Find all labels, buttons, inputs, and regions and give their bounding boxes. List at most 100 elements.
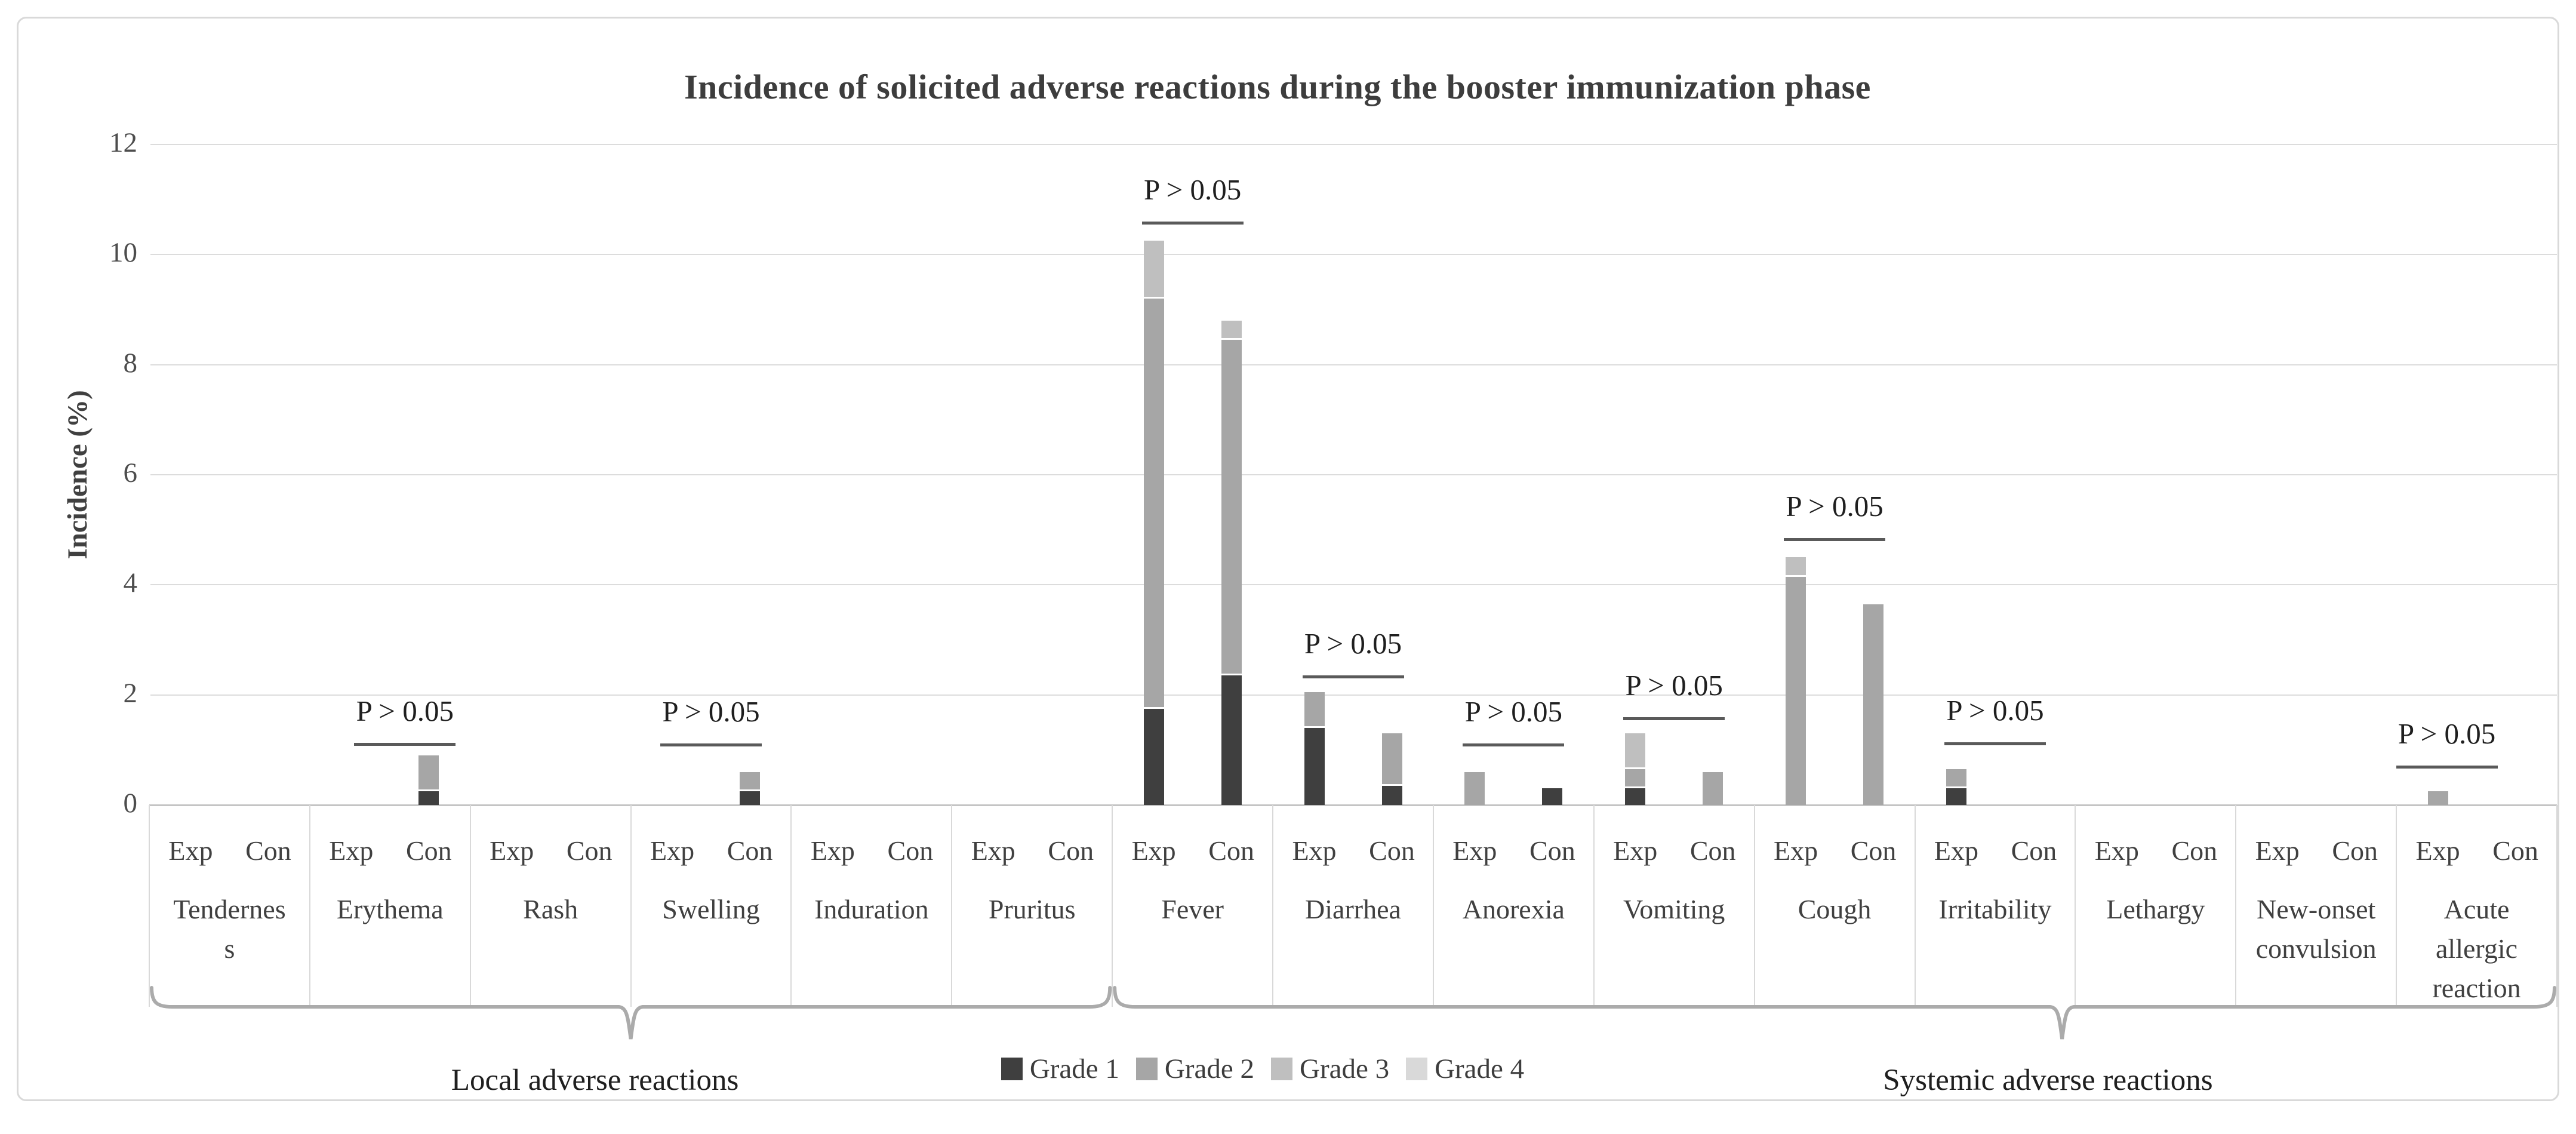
p-value-underline	[1463, 743, 1565, 746]
pair-label-exp: Exp	[168, 835, 213, 866]
bar-segment-grade-1	[1946, 788, 1966, 805]
pair-label-exp: Exp	[2255, 835, 2300, 866]
p-value-label: P > 0.05	[2398, 717, 2496, 750]
pair-label-con: Con	[1208, 835, 1254, 866]
category-label: Diarrhea	[1305, 894, 1401, 924]
gridline	[150, 474, 2557, 475]
y-tick-label: 6	[123, 457, 138, 488]
pair-label-con: Con	[1529, 835, 1575, 866]
pair-label-exp: Exp	[2094, 835, 2139, 866]
p-value-underline	[2396, 765, 2498, 769]
gridline	[150, 694, 2557, 696]
category-divider	[1593, 805, 1595, 1007]
y-tick-label: 0	[123, 788, 138, 819]
category-label: Vomiting	[1623, 894, 1725, 924]
category-divider	[790, 805, 792, 1007]
category-label: New-onset	[2257, 894, 2376, 924]
category-label: Erythema	[336, 894, 444, 924]
category-divider	[149, 805, 150, 1007]
category-label: Anorexia	[1462, 894, 1565, 924]
legend-swatch-icon	[1135, 1058, 1158, 1080]
bar-segment-grade-3	[1221, 320, 1242, 340]
bar-segment-grade-2	[1703, 772, 1724, 805]
bar-segment-grade-3	[1143, 241, 1164, 299]
bar-segment-grade-2	[418, 755, 439, 791]
category-label: Acute	[2443, 894, 2510, 924]
category-label: Lethargy	[2106, 894, 2205, 924]
p-value-label: P > 0.05	[1143, 173, 1242, 207]
gridline	[150, 584, 2557, 586]
category-label: allergic	[2436, 933, 2518, 964]
category-divider	[2556, 805, 2557, 1007]
bar-segment-grade-1	[1221, 675, 1242, 805]
bar-segment-grade-1	[1542, 788, 1563, 805]
p-value-underline	[1784, 537, 1886, 541]
bar-segment-grade-1	[740, 791, 761, 805]
pair-label-con: Con	[566, 835, 613, 866]
pair-label-con: Con	[1689, 835, 1736, 866]
gridline	[150, 364, 2557, 365]
y-tick-label: 8	[123, 347, 138, 379]
bar-segment-grade-2	[1221, 340, 1242, 676]
category-label: Fever	[1161, 894, 1224, 924]
category-divider	[951, 805, 953, 1007]
bar-segment-grade-1	[1381, 785, 1402, 805]
legend-label: Grade 2	[1164, 1053, 1254, 1084]
bar-segment-grade-1	[1304, 727, 1325, 805]
legend-item: Grade 2	[1135, 1053, 1254, 1085]
pair-label-exp: Exp	[490, 835, 534, 866]
pair-label-con: Con	[2492, 835, 2538, 866]
legend-label: Grade 4	[1435, 1053, 1525, 1084]
category-divider	[1753, 805, 1755, 1007]
gridline	[150, 144, 2557, 145]
p-value-underline	[1141, 222, 1244, 225]
p-value-label: P > 0.05	[1625, 668, 1723, 702]
category-label: Rash	[523, 894, 578, 924]
pair-label-exp: Exp	[810, 835, 855, 866]
legend-item: Grade 1	[1001, 1053, 1119, 1085]
pair-label-exp: Exp	[1292, 835, 1337, 866]
pair-label-con: Con	[245, 835, 291, 866]
p-value-underline	[1302, 675, 1404, 679]
pair-label-con: Con	[2171, 835, 2218, 866]
category-label: Irritability	[1938, 894, 2052, 924]
pair-label-exp: Exp	[329, 835, 374, 866]
category-braces	[150, 986, 2556, 1040]
category-label: Tendernes	[173, 894, 286, 924]
category-divider	[469, 805, 471, 1007]
p-value-underline	[660, 743, 762, 746]
section-label: Local adverse reactions	[451, 1064, 739, 1097]
pair-label-con: Con	[1369, 835, 1415, 866]
legend-item: Grade 3	[1271, 1053, 1389, 1085]
bar-segment-grade-2	[1304, 692, 1325, 728]
legend-swatch-icon	[1001, 1058, 1023, 1080]
bar-segment-grade-2	[1381, 733, 1402, 786]
legend-swatch-icon	[1406, 1058, 1428, 1080]
category-divider	[630, 805, 632, 1007]
bar-segment-grade-3	[1786, 557, 1806, 577]
legend-label: Grade 3	[1300, 1053, 1390, 1084]
y-tick-label: 2	[123, 677, 138, 709]
category-label: s	[224, 933, 235, 964]
pair-label-con: Con	[1048, 835, 1094, 866]
p-value-label: P > 0.05	[356, 694, 454, 727]
bar-segment-grade-1	[1143, 708, 1164, 805]
y-tick-label: 10	[109, 237, 137, 269]
bar-segment-grade-3	[1625, 733, 1646, 770]
pair-label-con: Con	[727, 835, 773, 866]
pair-label-exp: Exp	[1613, 835, 1658, 866]
category-brace	[150, 986, 1112, 1040]
pair-label-exp: Exp	[971, 835, 1015, 866]
p-value-underline	[354, 742, 456, 746]
p-value-underline	[1944, 742, 2046, 745]
legend-item: Grade 4	[1406, 1053, 1524, 1085]
p-value-label: P > 0.05	[1464, 694, 1563, 728]
pair-label-exp: Exp	[2415, 835, 2460, 866]
category-label: Cough	[1798, 894, 1872, 924]
legend-label: Grade 1	[1029, 1053, 1119, 1084]
bar-segment-grade-2	[1143, 299, 1164, 709]
category-label: Pruritus	[988, 894, 1076, 924]
chart-title: Incidence of solicited adverse reactions…	[684, 67, 1871, 106]
pair-label-exp: Exp	[650, 835, 695, 866]
